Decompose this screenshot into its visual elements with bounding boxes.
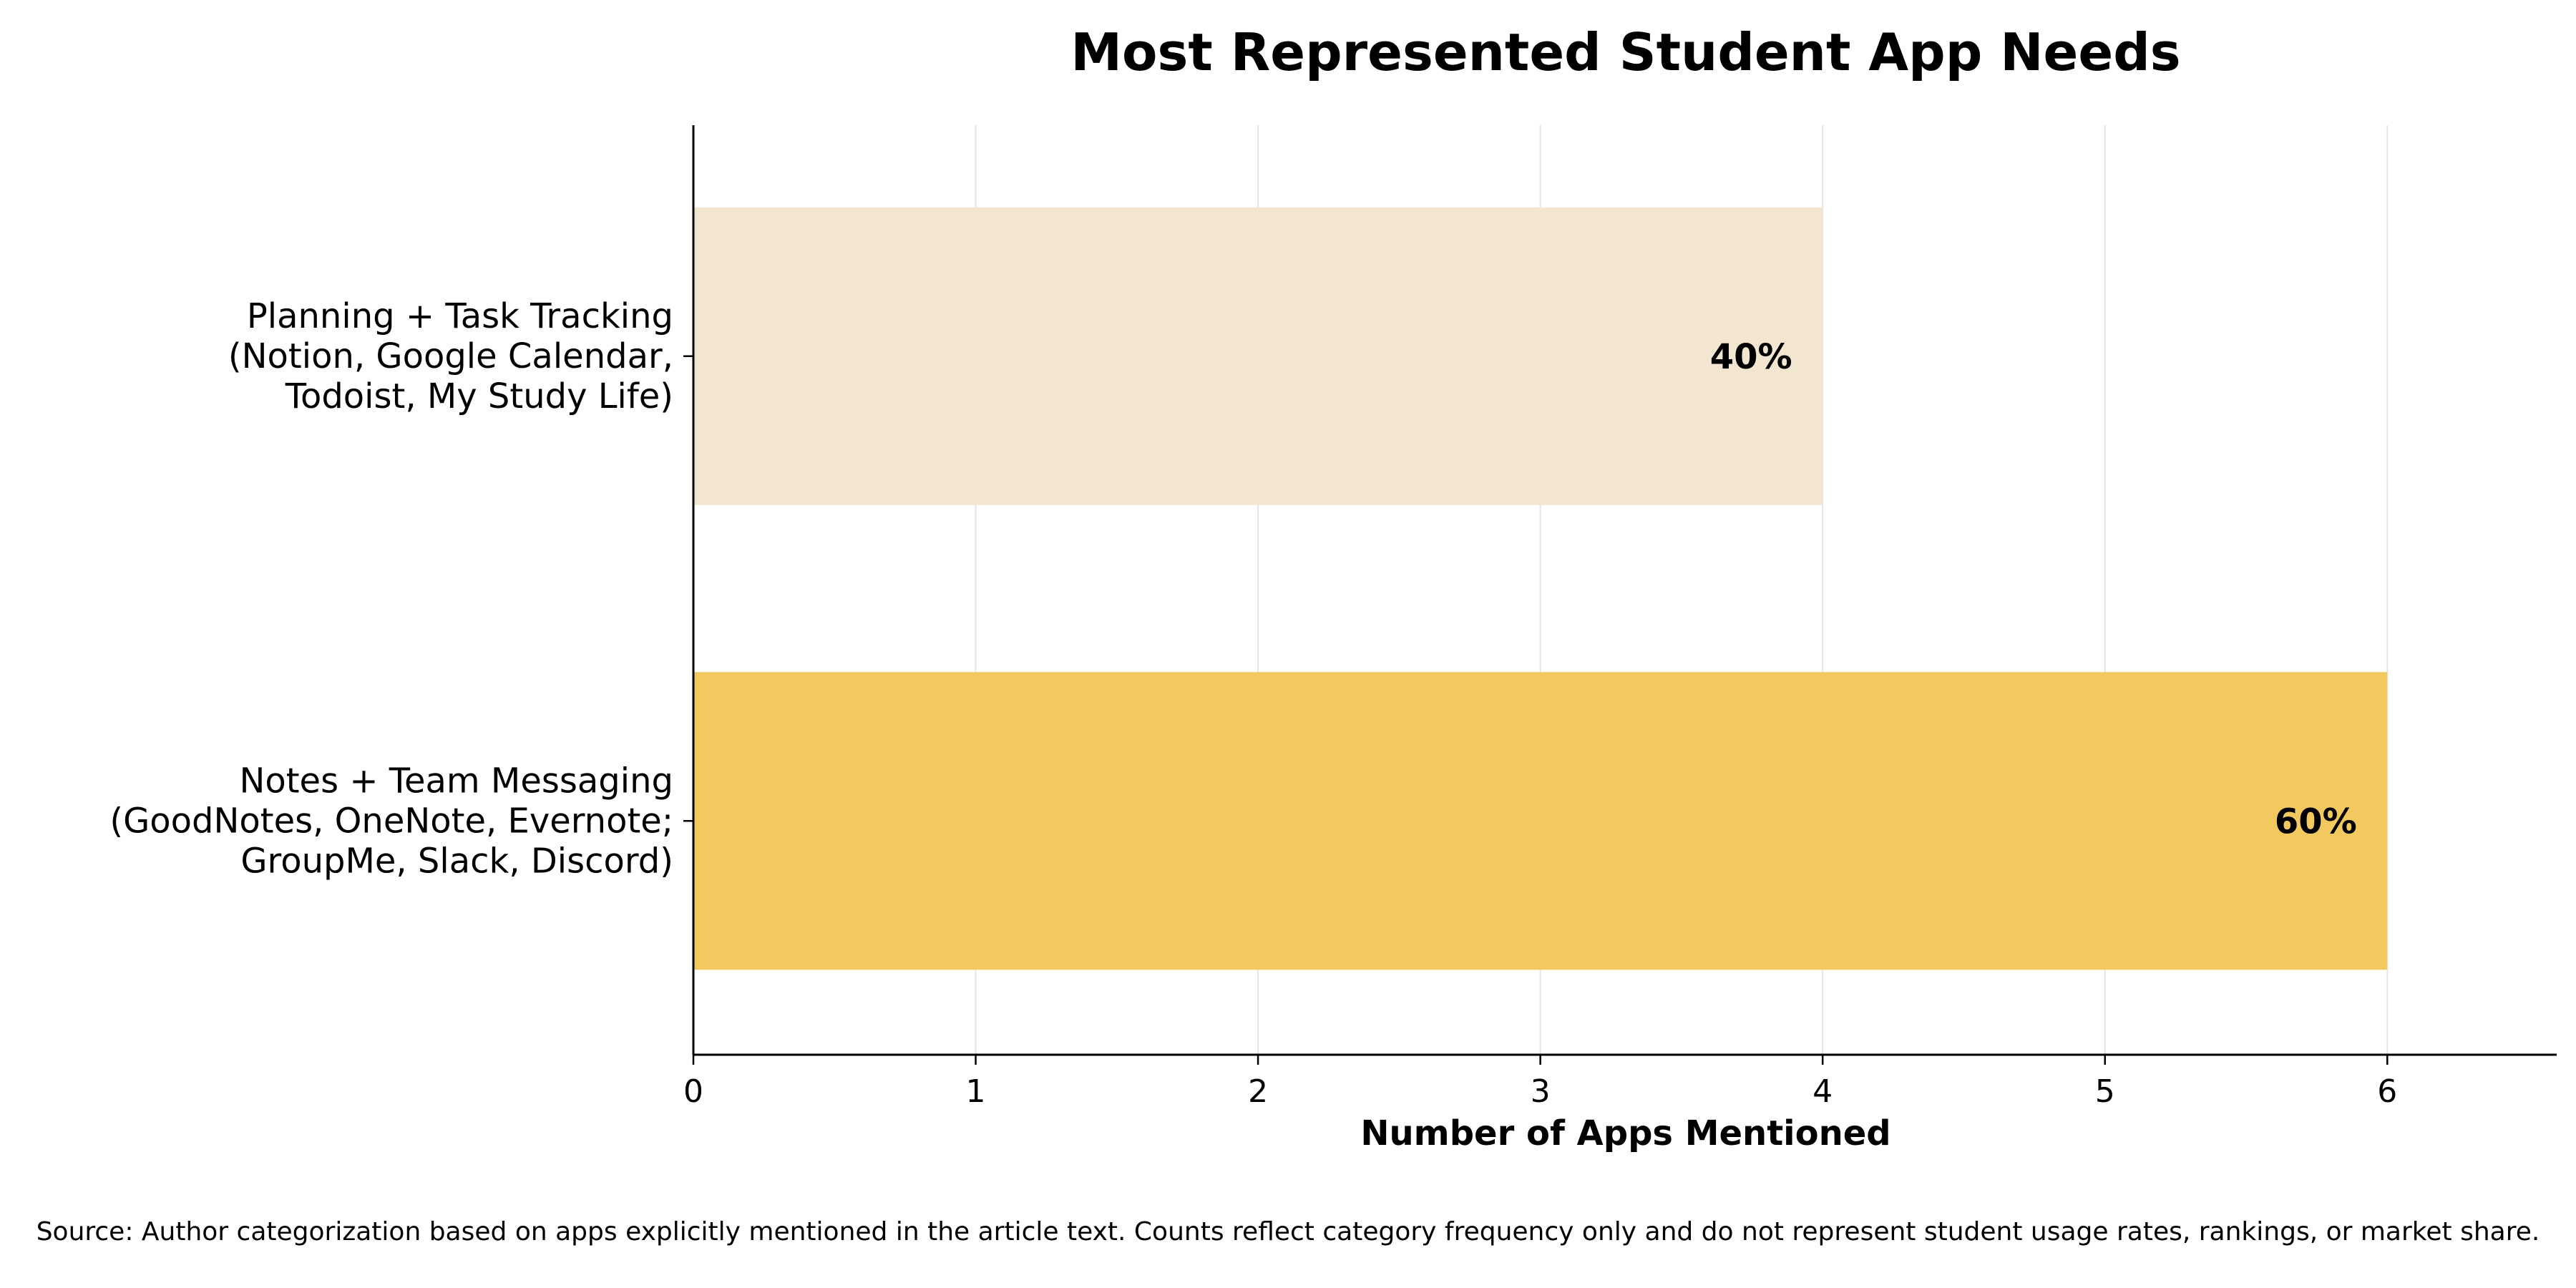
y-category-label: Planning + Task Tracking (Notion, Google …: [228, 296, 673, 416]
y-category-label-line: GroupMe, Slack, Discord): [240, 841, 673, 881]
y-category-label-line: Notes + Team Messaging: [239, 761, 673, 801]
y-category-label-line: (GoodNotes, OneNote, Evernote;: [109, 801, 673, 841]
x-tick-label: 6: [2377, 1073, 2397, 1110]
y-category-label-line: Planning + Task Tracking: [247, 296, 673, 336]
tick-labels: 0 1 2 3 4 5 6: [683, 1073, 2397, 1110]
chart-title: Most Represented Student App Needs: [1070, 22, 2180, 82]
x-tick-label: 2: [1248, 1073, 1268, 1110]
x-tick-label: 3: [1531, 1073, 1551, 1110]
bar-value-label: 40%: [1710, 337, 1792, 377]
axes: [683, 125, 2557, 1065]
y-category-label-line: (Notion, Google Calendar,: [228, 336, 673, 376]
y-category-label-line: Todoist, My Study Life): [285, 376, 673, 416]
x-tick-label: 0: [683, 1073, 703, 1110]
bar-value-label: 60%: [2275, 801, 2357, 841]
bar-2: [693, 672, 2388, 970]
x-tick-label: 1: [966, 1073, 986, 1110]
x-tick-label: 4: [1813, 1073, 1833, 1110]
x-tick-label: 5: [2095, 1073, 2115, 1110]
bar-1: [693, 207, 1823, 505]
bars: 40% 60%: [693, 207, 2388, 970]
y-category-label: Notes + Team Messaging (GoodNotes, OneNot…: [109, 761, 673, 881]
category-labels: Planning + Task Tracking (Notion, Google …: [109, 296, 673, 882]
x-axis-title: Number of Apps Mentioned: [1360, 1113, 1890, 1153]
source-footnote: Source: Author categorization based on a…: [36, 1217, 2540, 1246]
